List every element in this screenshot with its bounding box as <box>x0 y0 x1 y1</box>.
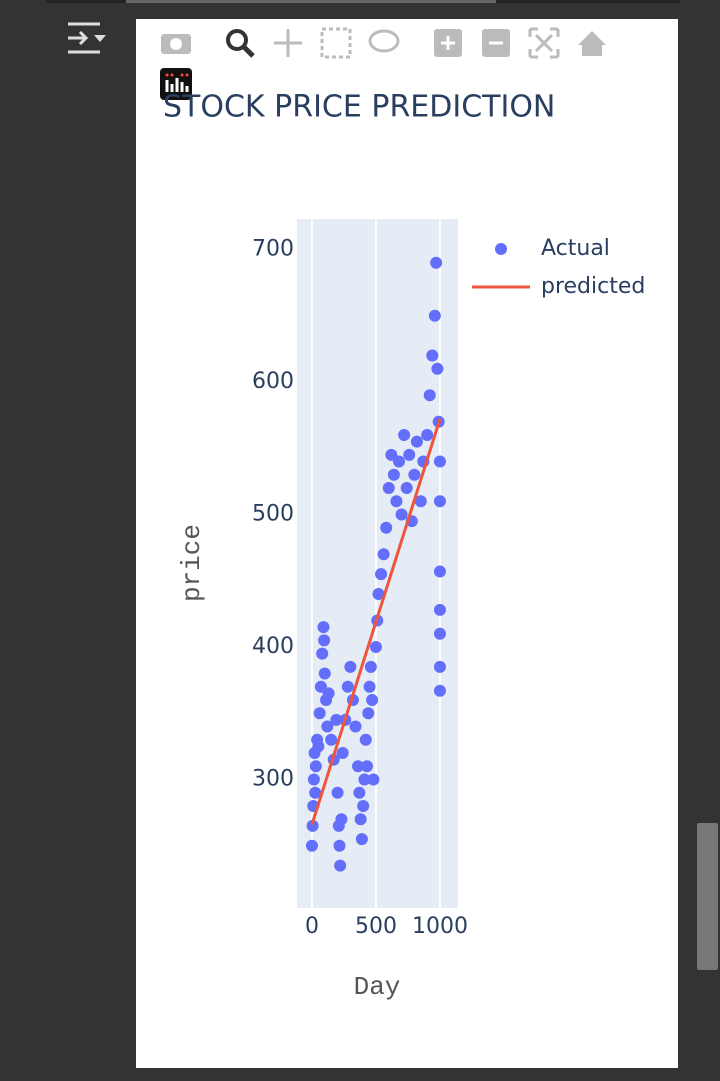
ticks: 300 400 500 600 700 0 500 1000 <box>252 236 468 939</box>
scatter-point <box>423 389 436 402</box>
scatter-point <box>321 720 334 733</box>
scatter-point <box>398 428 411 441</box>
scatter-point <box>316 647 329 660</box>
scatter-point <box>358 773 371 786</box>
scatter-point <box>363 680 376 693</box>
scatter-point <box>318 634 331 647</box>
scatter-point <box>375 568 388 581</box>
y-tick-label: 700 <box>252 236 294 261</box>
scatter-point <box>344 660 357 673</box>
scatter-point <box>430 256 443 269</box>
scatter-point <box>395 508 408 521</box>
scatter-point <box>322 687 335 700</box>
plot-area <box>297 219 458 908</box>
scatter-point <box>330 713 343 726</box>
scrollbar[interactable] <box>697 823 718 970</box>
scatter-point <box>336 746 349 759</box>
marks <box>305 256 446 872</box>
legend-label: predicted <box>541 274 645 299</box>
scatter-point <box>414 495 427 508</box>
scatter-point <box>421 428 434 441</box>
scatter-point <box>354 813 367 826</box>
scatter-point <box>369 640 382 653</box>
chart-title: STOCK PRICE PREDICTION <box>163 90 555 125</box>
scatter-point <box>306 819 319 832</box>
scatter-point <box>433 565 446 578</box>
scatter-point <box>433 455 446 468</box>
x-axis-title: Day <box>354 972 401 1002</box>
top-bar-tab <box>126 0 496 3</box>
scatter-point <box>307 773 320 786</box>
scatter-point <box>433 660 446 673</box>
scatter-point <box>393 455 406 468</box>
scatter-point <box>403 448 416 461</box>
scatter-point <box>408 468 421 481</box>
x-tick-label: 500 <box>355 914 397 939</box>
scatter-point <box>433 627 446 640</box>
plotly-logo[interactable] <box>160 68 192 100</box>
scatter-point <box>335 813 348 826</box>
scatter-point <box>382 481 395 494</box>
y-tick-label: 400 <box>252 634 294 659</box>
scatter-point <box>317 621 330 634</box>
legend: Actual predicted <box>472 236 645 299</box>
scatter-point <box>433 495 446 508</box>
scatter-point <box>361 760 374 773</box>
scatter-point <box>428 309 441 322</box>
scatter-point <box>312 740 325 753</box>
scatter-point <box>341 680 354 693</box>
scatter-point <box>367 773 380 786</box>
scatter-point <box>353 786 366 799</box>
modebar[interactable] <box>161 27 606 59</box>
x-tick-label: 1000 <box>412 914 468 939</box>
scatter-point <box>331 786 344 799</box>
sidebar-toggle[interactable] <box>68 22 106 54</box>
scatter-point <box>426 349 439 362</box>
scatter-point <box>309 786 322 799</box>
y-tick-label: 500 <box>252 501 294 526</box>
scatter-point <box>400 481 413 494</box>
scatter-point <box>433 603 446 616</box>
y-axis-title: price <box>177 524 207 602</box>
scatter-point <box>372 587 385 600</box>
legend-label: Actual <box>541 236 610 261</box>
scatter-point <box>433 684 446 697</box>
scatter-point <box>364 660 377 673</box>
scatter-point <box>362 707 375 720</box>
legend-marker <box>495 243 507 255</box>
scatter-point <box>334 859 347 872</box>
scatter-point <box>318 667 331 680</box>
scatter-point <box>309 760 322 773</box>
scatter-point <box>390 495 403 508</box>
scatter-point <box>387 468 400 481</box>
scatter-point <box>349 720 362 733</box>
scatter-point <box>410 435 423 448</box>
scatter-point <box>325 733 338 746</box>
scatter-point <box>377 548 390 561</box>
y-tick-label: 300 <box>252 766 294 791</box>
x-tick-label: 0 <box>305 914 319 939</box>
scatter-point <box>366 693 379 706</box>
line <box>310 418 442 825</box>
scatter-point <box>352 760 365 773</box>
scatter-point <box>313 707 326 720</box>
scatter-point <box>380 521 393 534</box>
scatter-point <box>305 839 318 852</box>
y-tick-label: 600 <box>252 369 294 394</box>
scatter-point <box>357 799 370 812</box>
scatter-point <box>431 362 444 375</box>
scatter-point <box>333 839 346 852</box>
scatter-point <box>359 733 372 746</box>
scatter-point <box>355 833 368 846</box>
